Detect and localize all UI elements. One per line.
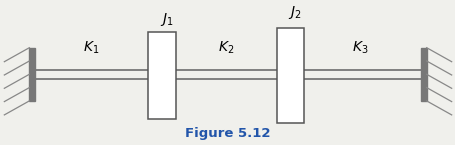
Text: $K_2$: $K_2$ [217,40,233,56]
Text: $K_1$: $K_1$ [83,40,100,56]
Bar [277,28,303,123]
Text: $K_3$: $K_3$ [351,40,367,56]
Bar [29,48,35,101]
Bar [148,32,175,119]
Bar [420,48,426,101]
Text: Figure 5.12: Figure 5.12 [185,127,270,140]
Text: $J_1$: $J_1$ [159,11,173,28]
Text: $J_2$: $J_2$ [288,4,301,21]
